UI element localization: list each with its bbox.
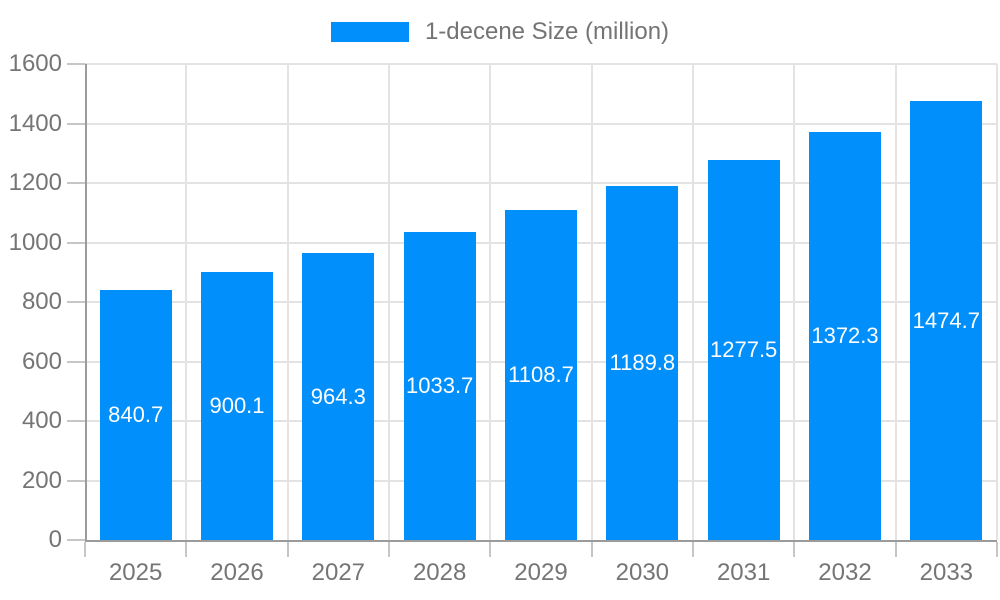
y-axis-tick xyxy=(67,301,85,303)
y-axis-tick-label: 1000 xyxy=(8,228,62,256)
bar[interactable] xyxy=(910,101,983,540)
legend[interactable]: 1-decene Size (million) xyxy=(0,16,1000,48)
x-axis-tick xyxy=(793,542,796,557)
x-gridline xyxy=(388,64,390,540)
x-gridline xyxy=(489,64,492,540)
y-axis-tick xyxy=(67,539,85,541)
x-axis-tick xyxy=(590,542,593,557)
x-gridline xyxy=(590,64,593,540)
legend-label: 1-decene Size (million) xyxy=(424,18,670,45)
x-axis-tick-label: 2030 xyxy=(615,559,670,586)
y-axis-tick xyxy=(67,360,85,363)
x-gridline xyxy=(185,64,188,540)
x-axis-tick xyxy=(894,542,897,557)
x-gridline xyxy=(894,64,897,540)
y-axis-tick xyxy=(67,420,85,422)
bar[interactable] xyxy=(606,186,679,540)
x-axis-tick xyxy=(489,542,492,557)
x-axis-tick-label: 2033 xyxy=(919,559,974,586)
y-axis-tick-label: 1600 xyxy=(8,50,62,77)
y-axis-tick-label: 800 xyxy=(21,288,62,315)
x-axis-tick xyxy=(84,542,86,557)
y-axis-tick xyxy=(67,479,85,482)
bar[interactable] xyxy=(302,253,375,540)
y-axis-tick xyxy=(67,63,85,65)
y-axis-tick xyxy=(67,182,85,184)
y-axis-tick xyxy=(67,241,85,244)
x-axis-tick xyxy=(692,542,694,557)
x-axis-tick-label: 2029 xyxy=(514,559,568,586)
bar[interactable] xyxy=(707,159,780,540)
x-axis-tick-label: 2025 xyxy=(108,559,163,586)
legend-swatch-icon xyxy=(330,22,409,42)
y-axis-tick-label: 0 xyxy=(48,526,62,553)
x-axis-tick xyxy=(996,542,998,557)
bar[interactable] xyxy=(809,131,881,540)
bar[interactable] xyxy=(201,272,273,540)
y-axis-tick-label: 1200 xyxy=(8,169,62,196)
x-axis-tick-label: 2028 xyxy=(412,559,467,586)
y-axis-line xyxy=(85,64,87,540)
bar[interactable] xyxy=(99,289,172,540)
bar[interactable] xyxy=(403,232,476,540)
y-axis-tick-label: 200 xyxy=(21,466,62,494)
y-gridline xyxy=(85,63,997,65)
x-axis-tick-label: 2032 xyxy=(818,559,872,586)
x-axis-tick-label: 2027 xyxy=(311,559,366,586)
x-axis-tick-label: 2026 xyxy=(210,559,264,586)
x-axis-tick xyxy=(388,542,390,557)
y-axis-tick-label: 400 xyxy=(21,407,62,434)
x-axis-tick xyxy=(286,542,289,557)
y-gridline xyxy=(85,122,997,125)
x-axis-tick xyxy=(185,542,188,557)
bar[interactable] xyxy=(505,210,577,540)
x-gridline xyxy=(692,64,694,540)
x-gridline xyxy=(793,64,796,540)
y-axis-tick-label: 1400 xyxy=(8,109,62,137)
plot-area: 840.7 900.1 964.3 1033.7 1108.7 1189.8 1277.5 1… xyxy=(67,63,998,557)
x-gridline xyxy=(286,64,289,540)
y-axis-tick xyxy=(67,122,85,125)
y-axis-tick-label: 600 xyxy=(21,347,62,375)
x-axis-tick-label: 2031 xyxy=(716,559,771,586)
x-axis-line xyxy=(85,540,997,542)
x-gridline xyxy=(996,64,998,540)
